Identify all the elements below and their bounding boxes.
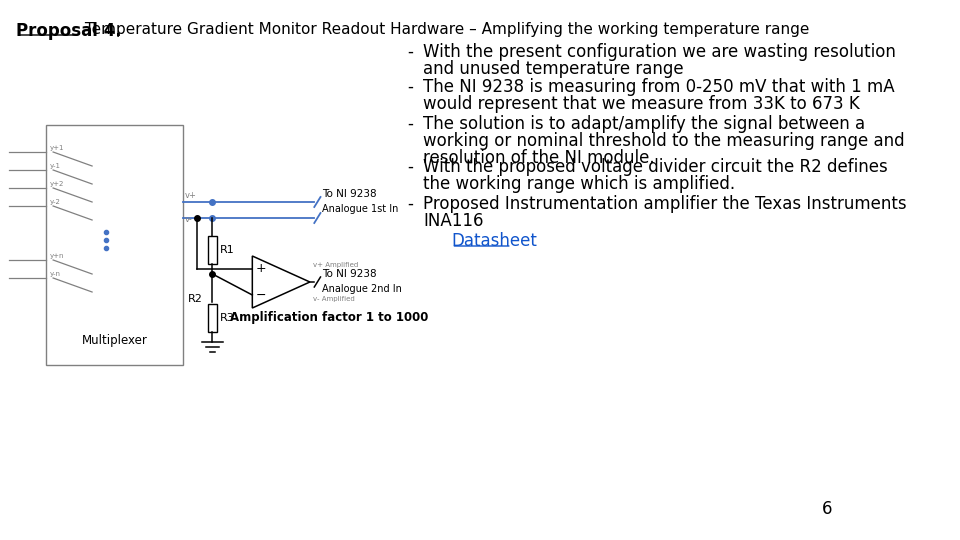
Text: Analogue 1st In: Analogue 1st In bbox=[323, 204, 398, 214]
Text: y-1: y-1 bbox=[50, 163, 60, 169]
Text: the working range which is amplified.: the working range which is amplified. bbox=[423, 175, 735, 193]
Text: y+2: y+2 bbox=[50, 181, 64, 187]
Bar bbox=[208, 304, 217, 332]
Text: To NI 9238: To NI 9238 bbox=[323, 189, 377, 199]
Text: The solution is to adapt/amplify the signal between a: The solution is to adapt/amplify the sig… bbox=[423, 115, 865, 133]
Text: With the proposed voltage divider circuit the R2 defines: With the proposed voltage divider circui… bbox=[423, 158, 888, 176]
Text: -: - bbox=[407, 158, 413, 176]
Text: With the present configuration we are wasting resolution: With the present configuration we are wa… bbox=[423, 43, 896, 61]
Text: Datasheet: Datasheet bbox=[451, 232, 538, 250]
Text: resolution of the NI module.: resolution of the NI module. bbox=[423, 149, 655, 167]
Text: The NI 9238 is measuring from 0-250 mV that with 1 mA: The NI 9238 is measuring from 0-250 mV t… bbox=[423, 78, 895, 96]
Bar bbox=[46, 125, 183, 365]
Text: v-: v- bbox=[185, 215, 193, 224]
Text: Proposed Instrumentation amplifier the Texas Instruments: Proposed Instrumentation amplifier the T… bbox=[423, 195, 907, 213]
Text: and unused temperature range: and unused temperature range bbox=[423, 60, 684, 78]
Text: Multiplexer: Multiplexer bbox=[82, 334, 148, 347]
Text: y+1: y+1 bbox=[50, 145, 64, 151]
Text: +: + bbox=[256, 262, 267, 275]
Text: R2: R2 bbox=[188, 294, 203, 304]
Text: y-2: y-2 bbox=[50, 199, 60, 205]
Text: would represent that we measure from 33K to 673 K: would represent that we measure from 33K… bbox=[423, 95, 860, 113]
Text: Proposal 4.: Proposal 4. bbox=[16, 22, 122, 40]
Text: Temperature Gradient Monitor Readout Hardware – Amplifying the working temperatu: Temperature Gradient Monitor Readout Har… bbox=[80, 22, 809, 37]
Text: v+ Amplified: v+ Amplified bbox=[313, 262, 358, 268]
Text: To NI 9238: To NI 9238 bbox=[323, 269, 377, 279]
Text: y+n: y+n bbox=[50, 253, 64, 259]
Text: v- Amplified: v- Amplified bbox=[313, 296, 354, 302]
Text: 6: 6 bbox=[822, 500, 832, 518]
Text: Amplification factor 1 to 1000: Amplification factor 1 to 1000 bbox=[230, 312, 428, 325]
Text: INA116: INA116 bbox=[423, 212, 484, 230]
Text: −: − bbox=[256, 288, 267, 301]
Text: -: - bbox=[407, 78, 413, 96]
Text: -: - bbox=[407, 43, 413, 61]
Text: R3: R3 bbox=[220, 313, 234, 323]
Text: Analogue 2nd In: Analogue 2nd In bbox=[323, 284, 402, 294]
Text: v+: v+ bbox=[185, 191, 197, 200]
Text: -: - bbox=[407, 195, 413, 213]
Text: working or nominal threshold to the measuring range and: working or nominal threshold to the meas… bbox=[423, 132, 905, 150]
Bar bbox=[208, 236, 217, 264]
Text: y-n: y-n bbox=[50, 271, 60, 277]
Text: -: - bbox=[407, 115, 413, 133]
Text: R1: R1 bbox=[220, 245, 234, 255]
